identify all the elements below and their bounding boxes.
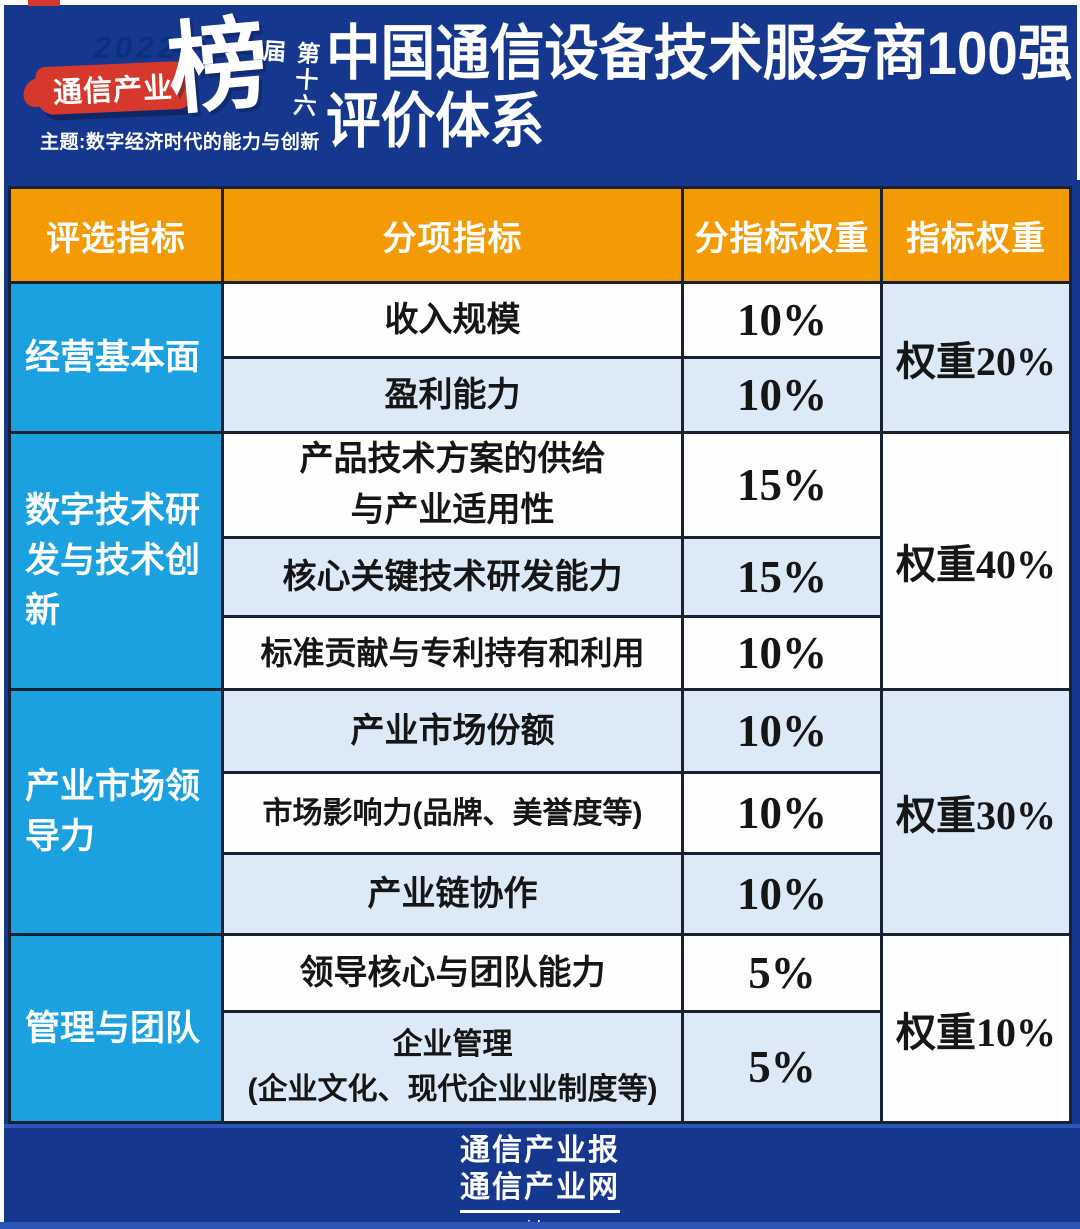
indicator-cell: 收入规模: [224, 284, 681, 356]
group-weight-cell: 权重40%: [883, 434, 1069, 688]
column-header-subindicator: 分项指标: [224, 189, 681, 281]
subweight-cell: 10%: [684, 774, 880, 852]
subweight-cell: 5%: [684, 936, 880, 1010]
group-weight-cell: 权重10%: [883, 936, 1069, 1121]
image-edge-top: [0, 0, 1080, 5]
subweight-cell: 10%: [684, 359, 880, 431]
category-cell-management-team: 管理与团队: [11, 936, 221, 1121]
indicator-cell: 产业链协作: [224, 855, 681, 933]
page-title-line1: 中国通信设备技术服务商100强: [326, 20, 1073, 87]
indicator-cell: 企业管理 (企业文化、现代企业业制度等): [224, 1013, 681, 1121]
column-header-category: 评选指标: [11, 189, 221, 281]
category-cell-business-fundamentals: 经营基本面: [11, 284, 221, 431]
column-header-subweight: 分指标权重: [684, 189, 880, 281]
indicator-cell: 核心关键技术研发能力: [224, 539, 681, 615]
image-edge-left: [0, 0, 4, 1222]
image-edge-right: [1077, 0, 1080, 180]
indicator-cell: 产品技术方案的供给 与产业适用性: [224, 434, 681, 536]
page-title: 中国通信设备技术服务商100强 评价体系: [326, 20, 1072, 156]
category-cell-market-leadership: 产业市场领导力: [11, 691, 221, 933]
group-weight-cell: 权重30%: [883, 691, 1069, 933]
group-weight-cell: 权重20%: [883, 284, 1069, 431]
subweight-cell: 10%: [684, 284, 880, 356]
column-header-weight: 指标权重: [883, 189, 1069, 281]
footer-brand-paper: 通信产业报: [460, 1134, 620, 1167]
footer-brand-web: 通信产业网: [460, 1171, 620, 1204]
page-title-line2: 评价体系: [326, 88, 545, 155]
badge-theme-text: 主题:数字经济时代的能力与创新: [40, 132, 320, 153]
top-red-mark: [28, 0, 60, 6]
subweight-cell: 10%: [684, 691, 880, 771]
indicator-cell: 盈利能力: [224, 359, 681, 431]
category-cell-digital-rnd-innovation: 数字技术研发与技术创新: [11, 434, 221, 688]
subweight-cell: 10%: [684, 618, 880, 688]
indicator-cell: 领导核心与团队能力: [224, 936, 681, 1010]
evaluation-table: 评选指标 分项指标 分指标权重 指标权重 经营基本面 收入规模 10% 盈利能力…: [8, 186, 1072, 1124]
footer-separator-line: [0, 1124, 1080, 1128]
bottom-accent-strip: [0, 1222, 1080, 1229]
subweight-cell: 10%: [684, 855, 880, 933]
indicator-cell: 标准贡献与专利持有和利用: [224, 618, 681, 688]
badge-brand-text: 通信产业: [52, 72, 174, 110]
subweight-cell: 15%: [684, 539, 880, 615]
subweight-cell: 5%: [684, 1013, 880, 1121]
subweight-cell: 15%: [684, 434, 880, 536]
footer: 通信产业报 通信产业网 www.ccidcom.com: [0, 1132, 1080, 1229]
indicator-cell: 产业市场份额: [224, 691, 681, 771]
indicator-cell: 市场影响力(品牌、美誉度等): [224, 774, 681, 852]
